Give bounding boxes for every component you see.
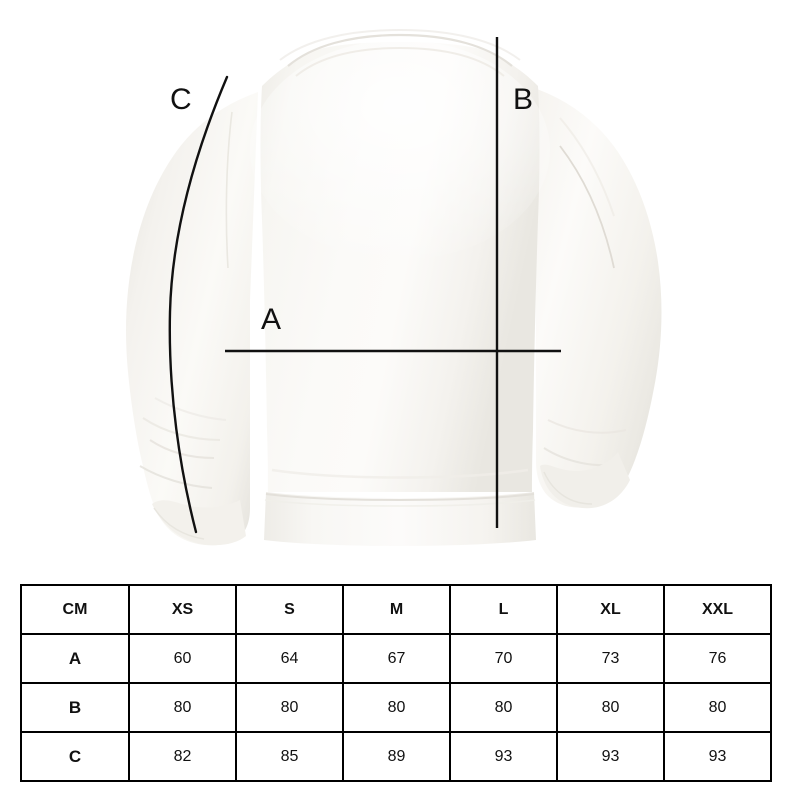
table-header-unit: CM — [20, 584, 130, 635]
measure-label-a: A — [261, 303, 282, 336]
measurement-lines — [168, 37, 561, 534]
cell-b-xl: 80 — [556, 682, 665, 733]
cell-c-s: 85 — [235, 731, 344, 782]
size-table: CM XS S M L XL XXL A 60 64 67 70 73 76 B… — [20, 584, 772, 782]
table-header-l: L — [449, 584, 558, 635]
table-header-s: S — [235, 584, 344, 635]
table-row: A 60 64 67 70 73 76 — [20, 633, 772, 684]
cell-c-l: 93 — [449, 731, 558, 782]
collar — [279, 28, 521, 77]
cell-a-xxl: 76 — [663, 633, 772, 684]
table-row: C 82 85 89 93 93 93 — [20, 731, 772, 782]
size-chart: CM XS S M L XL XXL A 60 64 67 70 73 76 B… — [20, 584, 772, 782]
hem-band — [264, 492, 536, 546]
garment-illustration: A B C — [126, 28, 662, 546]
garment-body — [250, 34, 550, 492]
cell-a-m: 67 — [342, 633, 451, 684]
table-header-xl: XL — [556, 584, 665, 635]
table-header-xs: XS — [128, 584, 237, 635]
cell-c-xxl: 93 — [663, 731, 772, 782]
cell-a-xs: 60 — [128, 633, 237, 684]
measure-line-c — [168, 75, 229, 534]
cell-c-xl: 93 — [556, 731, 665, 782]
cell-c-xs: 82 — [128, 731, 237, 782]
cell-a-l: 70 — [449, 633, 558, 684]
right-cuff — [540, 452, 630, 509]
right-sleeve — [528, 86, 662, 508]
table-row: B 80 80 80 80 80 80 — [20, 682, 772, 733]
cell-b-s: 80 — [235, 682, 344, 733]
measure-label-c: C — [170, 83, 193, 116]
cell-a-xl: 73 — [556, 633, 665, 684]
cell-b-xs: 80 — [128, 682, 237, 733]
left-sleeve — [126, 92, 258, 546]
left-cuff — [152, 500, 246, 546]
row-label-c: C — [20, 731, 130, 782]
row-label-b: B — [20, 682, 130, 733]
sweatshirt-drawing — [126, 28, 662, 546]
table-header-xxl: XXL — [663, 584, 772, 635]
cell-c-m: 89 — [342, 731, 451, 782]
cell-a-s: 64 — [235, 633, 344, 684]
measure-label-b: B — [513, 83, 534, 116]
cell-b-xxl: 80 — [663, 682, 772, 733]
row-label-a: A — [20, 633, 130, 684]
table-header-m: M — [342, 584, 451, 635]
cell-b-l: 80 — [449, 682, 558, 733]
cell-b-m: 80 — [342, 682, 451, 733]
table-header-row: CM XS S M L XL XXL — [20, 584, 772, 635]
